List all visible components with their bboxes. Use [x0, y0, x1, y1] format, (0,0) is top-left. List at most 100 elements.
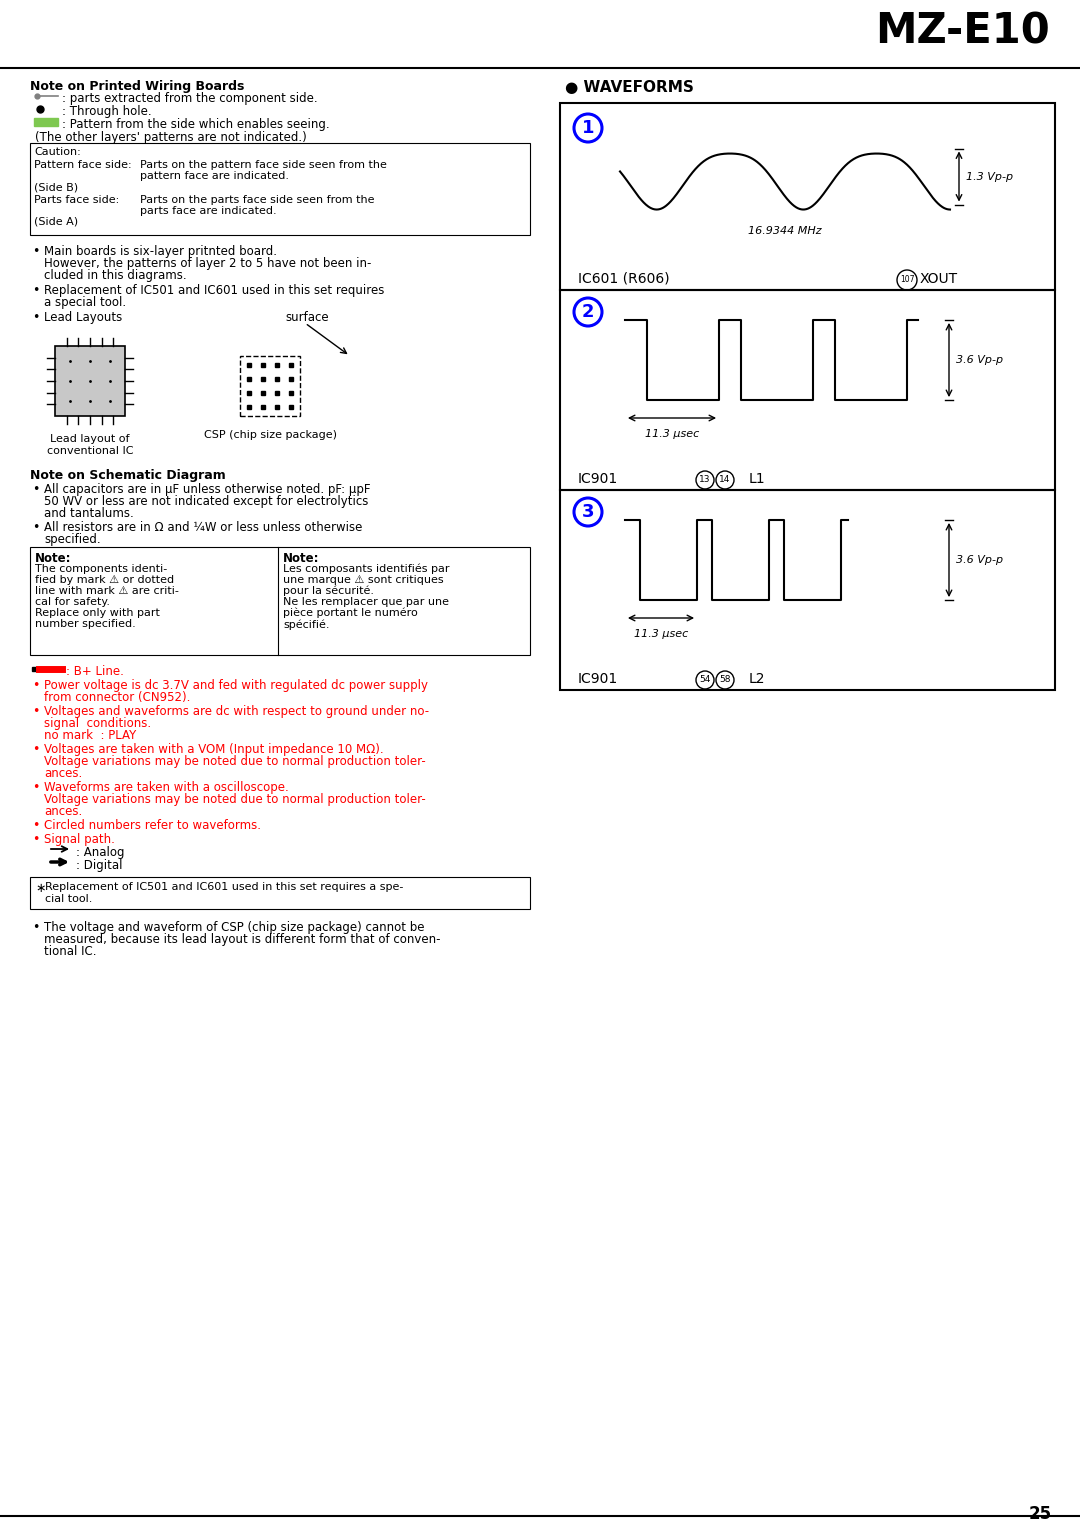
- Text: Replacement of IC501 and IC601 used in this set requires: Replacement of IC501 and IC601 used in t…: [44, 284, 384, 296]
- Text: Replace only with part: Replace only with part: [35, 608, 160, 617]
- Text: XOUT: XOUT: [920, 272, 958, 286]
- Bar: [33, 118, 58, 125]
- Text: a special tool.: a special tool.: [44, 296, 126, 309]
- Text: L1: L1: [750, 472, 766, 486]
- Text: 11.3 μsec: 11.3 μsec: [634, 630, 688, 639]
- Text: 3: 3: [582, 503, 594, 521]
- Bar: [561, 290, 1055, 490]
- Text: Note on Schematic Diagram: Note on Schematic Diagram: [30, 469, 226, 481]
- Text: •: •: [32, 833, 39, 847]
- Text: from connector (CN952).: from connector (CN952).: [44, 691, 190, 704]
- Text: cluded in this diagrams.: cluded in this diagrams.: [44, 269, 187, 283]
- Text: Lead Layouts: Lead Layouts: [44, 312, 122, 324]
- Text: IC901: IC901: [578, 472, 618, 486]
- Text: Pattern face side:: Pattern face side:: [33, 160, 132, 170]
- Bar: [55, 345, 125, 416]
- Text: 58: 58: [719, 675, 731, 685]
- Text: All resistors are in Ω and ¼W or less unless otherwise: All resistors are in Ω and ¼W or less un…: [44, 521, 363, 533]
- Text: •: •: [32, 284, 39, 296]
- Bar: [30, 547, 530, 656]
- Text: 3.6 Vp-p: 3.6 Vp-p: [956, 354, 1003, 365]
- Text: spécifié.: spécifié.: [283, 619, 329, 630]
- Text: : Digital: : Digital: [76, 859, 122, 872]
- Text: Main boards is six-layer pritnted board.: Main boards is six-layer pritnted board.: [44, 244, 276, 258]
- Text: •: •: [32, 244, 39, 258]
- Text: 1.3 Vp-p: 1.3 Vp-p: [966, 171, 1013, 182]
- Text: Signal path.: Signal path.: [44, 833, 114, 847]
- Text: fied by mark ⚠ or dotted: fied by mark ⚠ or dotted: [35, 575, 174, 585]
- Text: 25: 25: [1029, 1505, 1052, 1523]
- Text: measured, because its lead layout is different form that of conven-: measured, because its lead layout is dif…: [44, 934, 441, 946]
- Text: Voltage variations may be noted due to normal production toler-: Voltage variations may be noted due to n…: [44, 793, 426, 805]
- Text: une marque ⚠ sont critiques: une marque ⚠ sont critiques: [283, 575, 444, 585]
- Text: •: •: [32, 483, 39, 497]
- Text: and tantalums.: and tantalums.: [44, 507, 134, 520]
- Text: Note:: Note:: [283, 552, 320, 565]
- Text: 11.3 μsec: 11.3 μsec: [645, 429, 699, 439]
- Text: CSP (chip size package): CSP (chip size package): [203, 429, 337, 440]
- Text: signal  conditions.: signal conditions.: [44, 717, 151, 730]
- Text: •: •: [32, 704, 39, 718]
- Text: Parts on the pattern face side seen from the: Parts on the pattern face side seen from…: [140, 160, 387, 170]
- Text: 3.6 Vp-p: 3.6 Vp-p: [956, 555, 1003, 565]
- Bar: [561, 490, 1055, 691]
- Text: 13: 13: [699, 475, 711, 484]
- Text: 16.9344 MHz: 16.9344 MHz: [748, 226, 822, 237]
- Text: 1: 1: [582, 119, 594, 138]
- Text: The voltage and waveform of CSP (chip size package) cannot be: The voltage and waveform of CSP (chip si…: [44, 921, 424, 934]
- Text: : Through hole.: : Through hole.: [62, 105, 151, 118]
- Text: specified.: specified.: [44, 533, 100, 545]
- Text: surface: surface: [285, 312, 328, 324]
- Text: Parts on the parts face side seen from the: Parts on the parts face side seen from t…: [140, 196, 375, 205]
- Text: : B+ Line.: : B+ Line.: [66, 665, 124, 678]
- Text: ances.: ances.: [44, 767, 82, 779]
- Text: Voltages and waveforms are dc with respect to ground under no-: Voltages and waveforms are dc with respe…: [44, 704, 429, 718]
- Text: 14: 14: [719, 475, 731, 484]
- Text: The components identi-: The components identi-: [35, 564, 167, 575]
- Text: 107: 107: [900, 275, 915, 284]
- Text: •: •: [32, 743, 39, 756]
- Text: conventional IC: conventional IC: [46, 446, 133, 455]
- Text: Les composants identifiés par: Les composants identifiés par: [283, 564, 449, 575]
- Text: Ne les remplacer que par une: Ne les remplacer que par une: [283, 597, 449, 607]
- Bar: [561, 102, 1055, 290]
- Text: ● WAVEFORMS: ● WAVEFORMS: [565, 79, 693, 95]
- Text: All capacitors are in μF unless otherwise noted. pF: μpF: All capacitors are in μF unless otherwis…: [44, 483, 370, 497]
- Text: •: •: [32, 312, 39, 324]
- Text: ances.: ances.: [44, 805, 82, 817]
- Text: pattern face are indicated.: pattern face are indicated.: [140, 171, 289, 180]
- Text: Circled numbers refer to waveforms.: Circled numbers refer to waveforms.: [44, 819, 261, 833]
- Text: Lead layout of: Lead layout of: [51, 434, 130, 445]
- Text: Parts face side:: Parts face side:: [33, 196, 119, 205]
- Text: IC601 (R606): IC601 (R606): [578, 272, 670, 286]
- Bar: [240, 356, 300, 416]
- Text: •: •: [32, 819, 39, 833]
- Text: Caution:: Caution:: [33, 147, 81, 157]
- Text: no mark  : PLAY: no mark : PLAY: [44, 729, 136, 743]
- Text: tional IC.: tional IC.: [44, 944, 96, 958]
- Text: : Analog: : Analog: [76, 847, 124, 859]
- Text: Note on Printed Wiring Boards: Note on Printed Wiring Boards: [30, 79, 244, 93]
- Text: However, the patterns of layer 2 to 5 have not been in-: However, the patterns of layer 2 to 5 ha…: [44, 257, 372, 270]
- Text: L2: L2: [750, 672, 766, 686]
- Text: MZ-E10: MZ-E10: [875, 11, 1050, 52]
- Text: : parts extracted from the component side.: : parts extracted from the component sid…: [62, 92, 318, 105]
- Text: Note:: Note:: [35, 552, 71, 565]
- Text: line with mark ⚠ are criti-: line with mark ⚠ are criti-: [35, 587, 179, 596]
- Text: pièce portant le numéro: pièce portant le numéro: [283, 608, 418, 619]
- Text: pour la sécurité.: pour la sécurité.: [283, 587, 374, 596]
- Text: number specified.: number specified.: [35, 619, 136, 630]
- Text: (Side A): (Side A): [33, 217, 78, 228]
- Text: 2: 2: [582, 303, 594, 321]
- Text: 54: 54: [700, 675, 711, 685]
- Text: Replacement of IC501 and IC601 used in this set requires a spe-: Replacement of IC501 and IC601 used in t…: [45, 882, 403, 892]
- Bar: [30, 877, 530, 909]
- Text: cial tool.: cial tool.: [45, 894, 93, 905]
- Text: 50 WV or less are not indicated except for electrolytics: 50 WV or less are not indicated except f…: [44, 495, 368, 507]
- Text: cal for safety.: cal for safety.: [35, 597, 110, 607]
- Text: •: •: [32, 521, 39, 533]
- Text: : Pattern from the side which enables seeing.: : Pattern from the side which enables se…: [62, 118, 329, 131]
- Text: Voltages are taken with a VOM (Input impedance 10 MΩ).: Voltages are taken with a VOM (Input imp…: [44, 743, 383, 756]
- Text: •: •: [32, 678, 39, 692]
- Text: ∗: ∗: [35, 882, 45, 895]
